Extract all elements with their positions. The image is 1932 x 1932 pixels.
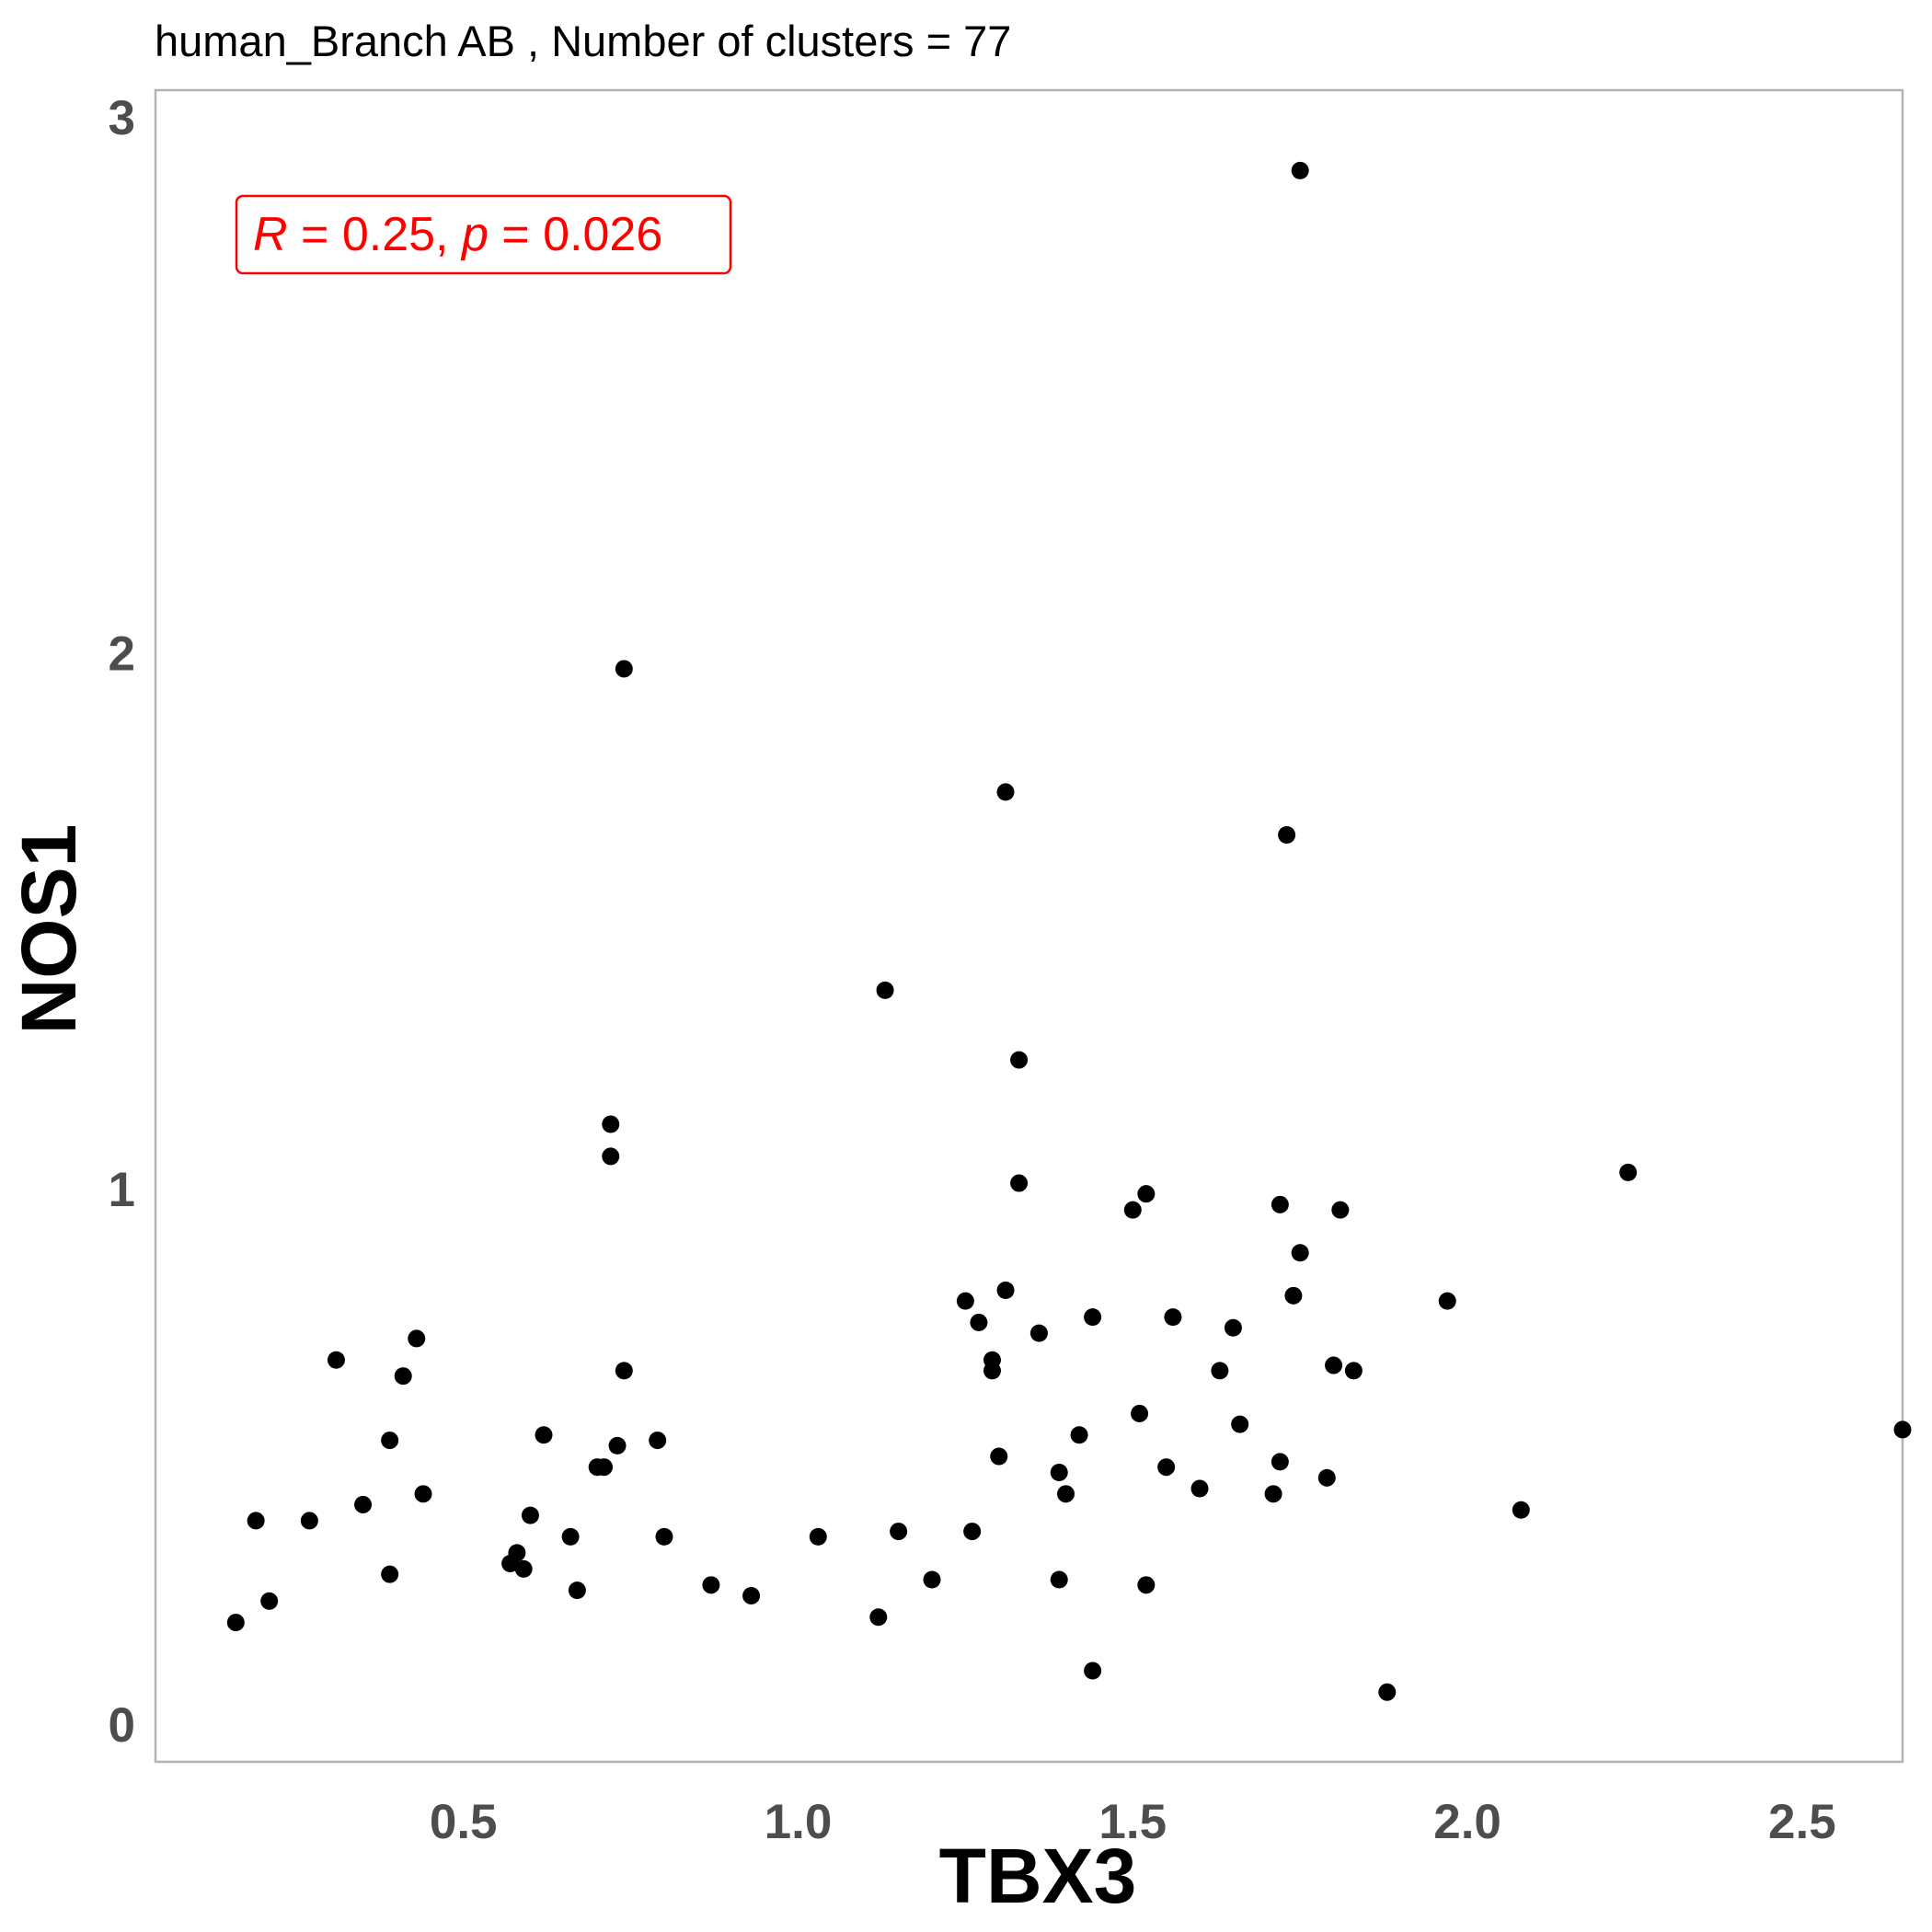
data-point — [1893, 1420, 1912, 1439]
data-point — [1317, 1468, 1336, 1487]
data-point — [327, 1351, 345, 1369]
data-point — [1291, 1244, 1309, 1262]
data-point — [1070, 1426, 1088, 1444]
y-tick-label: 0 — [109, 1698, 135, 1753]
annotation-p-value: = 0.026 — [489, 208, 662, 261]
data-point — [508, 1544, 526, 1562]
data-point — [247, 1512, 265, 1530]
y-tick-label: 2 — [109, 627, 135, 681]
x-tick-label: 2.5 — [1768, 1795, 1836, 1849]
x-tick-label: 1.5 — [1098, 1795, 1167, 1849]
data-point — [226, 1614, 245, 1632]
data-point — [1512, 1501, 1530, 1519]
y-tick-label: 1 — [109, 1163, 135, 1217]
data-point — [521, 1506, 539, 1524]
chart-title: human_Branch AB , Number of clusters = 7… — [155, 17, 1011, 65]
data-point — [1325, 1356, 1343, 1374]
data-point — [1190, 1479, 1209, 1498]
y-tick-label: 3 — [109, 91, 135, 145]
data-point — [996, 783, 1015, 801]
annotation-r-label: R — [253, 208, 288, 261]
y-axis-label: NOS1 — [6, 824, 92, 1035]
data-point — [809, 1527, 827, 1546]
data-point — [1271, 1195, 1289, 1213]
x-tick-label: 2.0 — [1433, 1795, 1501, 1849]
data-point — [1137, 1576, 1156, 1594]
data-point — [702, 1576, 720, 1594]
data-point — [615, 1362, 633, 1380]
data-point — [1211, 1362, 1229, 1380]
data-point — [602, 1147, 620, 1166]
data-point — [1050, 1464, 1068, 1482]
data-point — [602, 1115, 620, 1133]
data-point — [1619, 1163, 1638, 1181]
x-tick-label: 1.0 — [765, 1795, 833, 1849]
data-point — [608, 1436, 627, 1455]
data-point — [742, 1586, 761, 1604]
data-point — [990, 1447, 1008, 1466]
data-point — [414, 1485, 432, 1503]
data-point — [394, 1367, 412, 1386]
data-point — [300, 1512, 318, 1530]
data-point — [1264, 1485, 1282, 1503]
data-point — [514, 1559, 533, 1578]
y-axis: 0 1 2 3 — [109, 91, 135, 1753]
data-point — [1291, 161, 1309, 179]
data-point — [561, 1527, 580, 1546]
data-point — [1271, 1453, 1289, 1471]
annotation-box — [235, 194, 732, 275]
data-point — [615, 660, 633, 678]
data-point — [1084, 1308, 1102, 1327]
data-point — [876, 981, 894, 999]
data-point — [354, 1495, 373, 1513]
data-point — [1157, 1458, 1176, 1477]
data-point — [869, 1608, 888, 1627]
data-point — [1331, 1201, 1350, 1219]
correlation-annotation: R = 0.25, p = 0.026 — [235, 194, 732, 275]
data-point — [1231, 1415, 1249, 1433]
data-point — [1029, 1324, 1048, 1342]
data-point — [1224, 1318, 1242, 1337]
plot-panel — [154, 88, 1904, 1764]
data-point — [970, 1313, 988, 1331]
data-point — [260, 1592, 279, 1610]
annotation-p-label: p — [460, 208, 489, 261]
data-point — [535, 1426, 553, 1444]
data-point — [1010, 1051, 1029, 1069]
data-point — [655, 1527, 673, 1546]
annotation-r-value: = 0.25, — [288, 208, 462, 261]
annotation-text: R = 0.25, p = 0.026 — [253, 208, 662, 261]
data-point — [1084, 1662, 1102, 1680]
data-points — [226, 161, 1912, 1701]
data-point — [1050, 1570, 1068, 1589]
data-point — [956, 1292, 974, 1310]
x-axis: 0.5 1.0 1.5 2.0 2.5 — [430, 1795, 1836, 1849]
data-point — [568, 1581, 586, 1600]
data-point — [1284, 1286, 1303, 1305]
data-point — [594, 1458, 613, 1477]
data-point — [1164, 1308, 1182, 1327]
data-point — [1057, 1485, 1075, 1503]
data-point — [1278, 825, 1296, 844]
data-point — [1123, 1201, 1142, 1219]
data-point — [1438, 1292, 1456, 1310]
data-point — [963, 1523, 982, 1541]
data-point — [1378, 1683, 1397, 1701]
x-tick-label: 0.5 — [430, 1795, 498, 1849]
data-point — [890, 1523, 908, 1541]
data-point — [1137, 1185, 1156, 1203]
x-axis-label: TBX3 — [939, 1833, 1137, 1919]
data-point — [996, 1282, 1015, 1300]
data-point — [1344, 1362, 1363, 1380]
data-point — [923, 1570, 941, 1589]
data-point — [649, 1432, 667, 1450]
data-point — [381, 1565, 399, 1583]
data-point — [1131, 1404, 1149, 1422]
data-point — [983, 1351, 1001, 1369]
data-point — [381, 1432, 399, 1450]
data-point — [408, 1329, 426, 1348]
data-point — [1010, 1174, 1029, 1192]
